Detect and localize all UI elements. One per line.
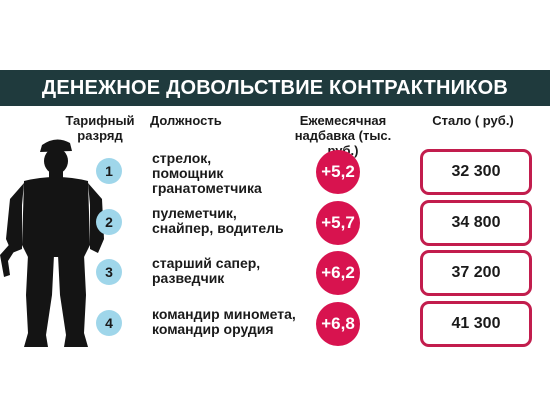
position-text: старший сапер, разведчик: [152, 256, 302, 286]
table-row: 1 стрелок, помощник гранатометчика +5,2 …: [0, 146, 550, 196]
position-line: старший сапер,: [152, 255, 261, 271]
position-line: стрелок,: [152, 150, 212, 166]
position-line: снайпер, водитель: [152, 220, 284, 236]
position-text: пулеметчик, снайпер, водитель: [152, 206, 302, 236]
header-bonus-line1: Ежемесячная: [299, 113, 387, 128]
position-line: помощник: [152, 165, 224, 181]
soldier-silhouette-icon: [0, 139, 104, 347]
grade-badge: 1: [96, 158, 122, 184]
bonus-badge: +5,7: [316, 201, 360, 245]
page-title: ДЕНЕЖНОЕ ДОВОЛЬСТВИЕ КОНТРАКТНИКОВ: [41, 77, 509, 99]
bonus-badge: +6,8: [316, 302, 360, 346]
position-text: командир миномета, командир орудия: [152, 307, 302, 337]
table-row: 2 пулеметчик, снайпер, водитель +5,7 34 …: [0, 197, 550, 247]
table-row: 4 командир миномета, командир орудия +6,…: [0, 298, 550, 348]
total-value: 37 200: [420, 250, 532, 296]
title-bar: ДЕНЕЖНОЕ ДОВОЛЬСТВИЕ КОНТРАКТНИКОВ: [0, 70, 550, 106]
bonus-badge: +5,2: [316, 150, 360, 194]
header-position: Должность: [150, 113, 222, 128]
header-bonus: Ежемесячная надбавка (тыс. руб.): [278, 113, 408, 158]
position-line: командир орудия: [152, 321, 274, 337]
position-line: пулеметчик,: [152, 205, 237, 221]
total-value: 32 300: [420, 149, 532, 195]
position-line: разведчик: [152, 270, 225, 286]
grade-badge: 3: [96, 259, 122, 285]
bonus-badge: +6,2: [316, 251, 360, 295]
table-row: 3 старший сапер, разведчик +6,2 37 200: [0, 247, 550, 297]
header-grade-line1: Тарифный: [65, 113, 135, 128]
position-line: командир миномета,: [152, 306, 296, 322]
grade-badge: 4: [96, 310, 122, 336]
grade-badge: 2: [96, 209, 122, 235]
position-line: гранатометчика: [152, 180, 262, 196]
position-text: стрелок, помощник гранатометчика: [152, 151, 302, 196]
header-grade: Тарифный разряд: [60, 113, 140, 143]
total-value: 41 300: [420, 301, 532, 347]
total-value: 34 800: [420, 200, 532, 246]
header-total: Стало ( руб.): [432, 113, 514, 128]
header-grade-line2: разряд: [77, 128, 123, 143]
